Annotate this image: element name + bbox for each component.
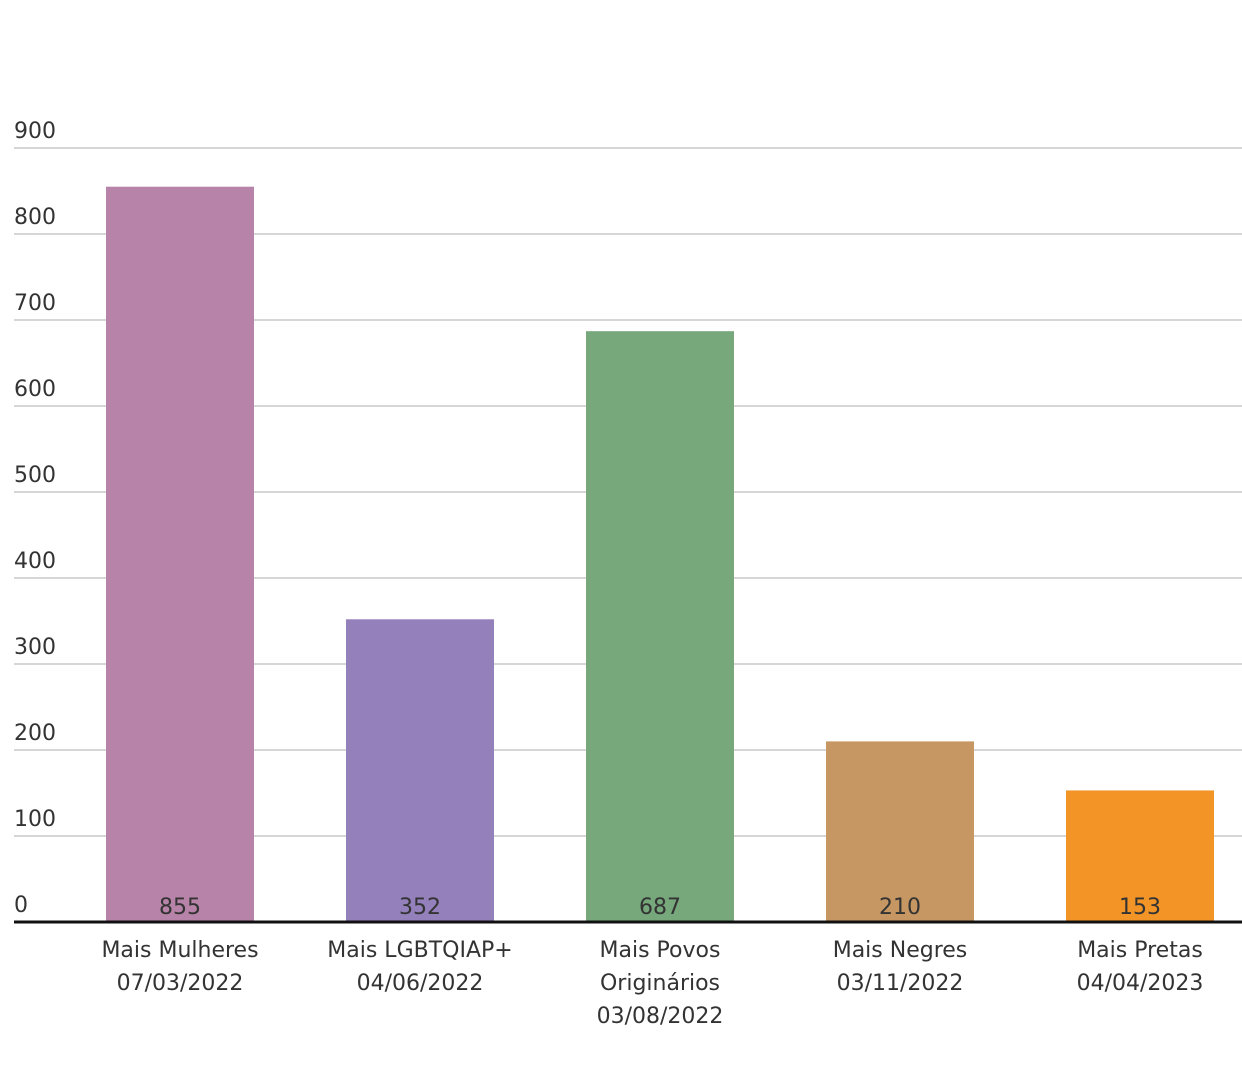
category-label: Mais Negres 03/11/2022 (833, 938, 968, 996)
category-labels: Mais Mulheres 07/03/2022 Mais LGBTQIAP+ 04/… (101, 938, 1203, 1029)
y-tick-label: 200 (14, 721, 56, 746)
y-tick-label: 700 (14, 291, 56, 316)
y-tick-label: 100 (14, 807, 56, 832)
category-label-line: Mais LGBTQIAP+ (327, 938, 512, 963)
bars (106, 186, 1214, 922)
y-axis-ticks: 0 100 200 300 400 500 600 700 800 900 (14, 119, 56, 918)
category-label-line: Mais Mulheres (101, 938, 258, 963)
category-label-line: Originários (600, 971, 720, 996)
category-label-line: 07/03/2022 (117, 971, 244, 996)
bar (106, 186, 254, 922)
bar (1066, 790, 1214, 922)
category-label-line: 03/11/2022 (837, 971, 964, 996)
y-tick-label: 0 (14, 893, 28, 918)
bar (586, 331, 734, 922)
category-label-line: Mais Pretas (1077, 938, 1203, 963)
y-tick-label: 400 (14, 549, 56, 574)
data-labels: 855 352 687 210 153 (159, 895, 1161, 920)
y-tick-label: 900 (14, 119, 56, 144)
category-label-line: Mais Negres (833, 938, 968, 963)
y-tick-label: 300 (14, 635, 56, 660)
y-tick-label: 600 (14, 377, 56, 402)
data-label: 687 (639, 895, 681, 920)
category-label-line: Mais Povos (600, 938, 721, 963)
category-label-line: 03/08/2022 (597, 1004, 724, 1029)
data-label: 153 (1119, 895, 1161, 920)
data-label: 210 (879, 895, 921, 920)
category-label: Mais Pretas 04/04/2023 (1077, 938, 1204, 996)
bar (346, 619, 494, 922)
y-tick-label: 800 (14, 205, 56, 230)
data-label: 352 (399, 895, 441, 920)
category-label: Mais Povos Originários 03/08/2022 (597, 938, 724, 1029)
category-label-line: 04/04/2023 (1077, 971, 1204, 996)
y-tick-label: 500 (14, 463, 56, 488)
data-label: 855 (159, 895, 201, 920)
category-label: Mais LGBTQIAP+ 04/06/2022 (327, 938, 512, 996)
bar (826, 741, 974, 922)
category-label-line: 04/06/2022 (357, 971, 484, 996)
category-label: Mais Mulheres 07/03/2022 (101, 938, 258, 996)
